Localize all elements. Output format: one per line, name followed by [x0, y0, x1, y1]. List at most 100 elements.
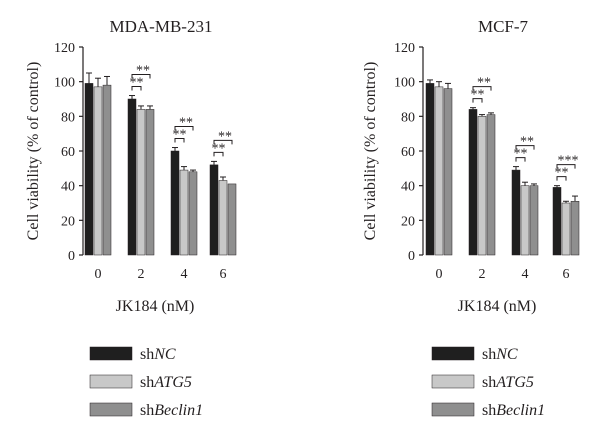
significance-label: ** [514, 147, 528, 162]
x-tick-label: 6 [220, 267, 227, 282]
y-tick-label: 20 [401, 214, 415, 229]
legend-label-gene: ATG5 [153, 374, 192, 391]
bar-shATG5-6 [561, 202, 571, 256]
significance-bracket [131, 74, 151, 79]
y-tick-label: 120 [54, 41, 75, 56]
legend-label-gene: NC [495, 346, 518, 363]
legend-swatch-shATG5 [431, 374, 475, 389]
significance-bracket [556, 176, 567, 181]
legend-swatch-shATG5 [89, 374, 133, 389]
x-tick-label: 0 [436, 267, 443, 282]
bar-shNC-0 [425, 83, 435, 256]
legend-swatch-shBeclin1 [431, 402, 475, 417]
y-tick-label: 40 [61, 180, 75, 195]
legend-label-shATG5: shATG5 [482, 374, 534, 391]
significance-label: ** [136, 64, 150, 79]
significance-bracket [131, 86, 142, 91]
legend-label-shBeclin1: shBeclin1 [482, 402, 545, 419]
bar-shBeclin1-4 [529, 185, 539, 256]
significance-bracket [213, 139, 233, 145]
y-tick-label: 20 [61, 214, 75, 229]
significance-bracket [174, 126, 194, 131]
y-tick-label: 80 [401, 110, 415, 125]
bar-shNC-2 [127, 98, 137, 256]
significance-bracket [213, 151, 224, 157]
bar-shBeclin1-2 [486, 114, 496, 256]
bar-shBeclin1-0 [102, 84, 112, 256]
significance-bracket [472, 86, 492, 91]
legend-label-shNC: shNC [140, 346, 176, 363]
x-tick-label: 0 [95, 267, 102, 282]
chart-title: MCF-7 [478, 17, 529, 36]
y-tick-label: 80 [61, 110, 75, 125]
x-tick-label: 6 [563, 267, 570, 282]
significance-bracket [515, 157, 526, 162]
y-tick-label: 40 [401, 180, 415, 195]
significance-label: ** [130, 76, 144, 91]
x-tick-label: 2 [138, 267, 145, 282]
significance-bracket [472, 98, 483, 103]
significance-label: ** [212, 141, 226, 156]
y-tick-label: 0 [68, 249, 75, 264]
bar-shNC-2 [468, 109, 478, 256]
bar-shATG5-2 [136, 109, 146, 256]
legend-label-shBeclin1: shBeclin1 [140, 402, 203, 419]
bar-shATG5-4 [179, 169, 189, 256]
significance-label: ** [179, 116, 193, 131]
bar-shBeclin1-0 [443, 88, 453, 256]
legend-label-gene: ATG5 [495, 374, 534, 391]
legend-label-shNC: shNC [482, 346, 518, 363]
y-tick-label: 120 [394, 41, 415, 56]
legend-label-prefix: sh [482, 402, 496, 419]
chart-title: MDA-MB-231 [110, 17, 213, 36]
bar-shBeclin1-6 [570, 201, 580, 256]
bar-shATG5-0 [93, 86, 103, 256]
bar-shBeclin1-4 [188, 171, 198, 256]
x-axis-label: JK184 (nM) [116, 298, 195, 315]
bar-shBeclin1-6 [227, 183, 237, 256]
y-tick-label: 60 [61, 145, 75, 160]
bar-shNC-6 [209, 164, 219, 256]
significance-bracket [515, 145, 535, 150]
legend-swatch-shNC [89, 346, 133, 361]
significance-bracket [174, 138, 185, 143]
legend-label-prefix: sh [482, 346, 496, 363]
significance-label: ** [520, 135, 534, 150]
x-tick-label: 4 [181, 267, 188, 282]
legend-label-shATG5: shATG5 [140, 374, 192, 391]
bar-shATG5-0 [434, 86, 444, 256]
significance-label: ** [477, 76, 491, 91]
y-tick-label: 100 [54, 76, 75, 91]
legend-swatch-shBeclin1 [89, 402, 133, 417]
x-axis-label: JK184 (nM) [458, 298, 537, 315]
y-tick-label: 60 [401, 145, 415, 160]
bar-shNC-4 [170, 150, 180, 256]
y-axis-label: Cell viability (% of control) [362, 62, 379, 241]
bar-shBeclin1-2 [145, 109, 155, 256]
x-tick-label: 2 [479, 267, 486, 282]
legend-label-prefix: sh [140, 374, 154, 391]
bar-shATG5-4 [520, 185, 530, 256]
significance-bracket [556, 164, 576, 169]
bar-shATG5-2 [477, 116, 487, 256]
bar-shNC-6 [552, 187, 562, 256]
significance-label: ** [218, 129, 232, 144]
legend-swatch-shNC [431, 346, 475, 361]
x-tick-label: 4 [522, 267, 529, 282]
y-axis-label: Cell viability (% of control) [25, 62, 42, 241]
significance-label: ** [555, 166, 569, 181]
legend-label-gene: Beclin1 [154, 402, 203, 419]
legend-label-prefix: sh [140, 402, 154, 419]
legend-label-gene: Beclin1 [496, 402, 545, 419]
legend-label-prefix: sh [482, 374, 496, 391]
bar-shNC-0 [84, 83, 94, 256]
legend-label-prefix: sh [140, 346, 154, 363]
y-tick-label: 0 [408, 249, 415, 264]
significance-label: ** [471, 88, 485, 103]
legend-label-gene: NC [153, 346, 176, 363]
significance-label: ** [173, 128, 187, 143]
bar-shATG5-6 [218, 180, 228, 256]
significance-label: *** [558, 154, 579, 169]
bar-shNC-4 [511, 169, 521, 256]
